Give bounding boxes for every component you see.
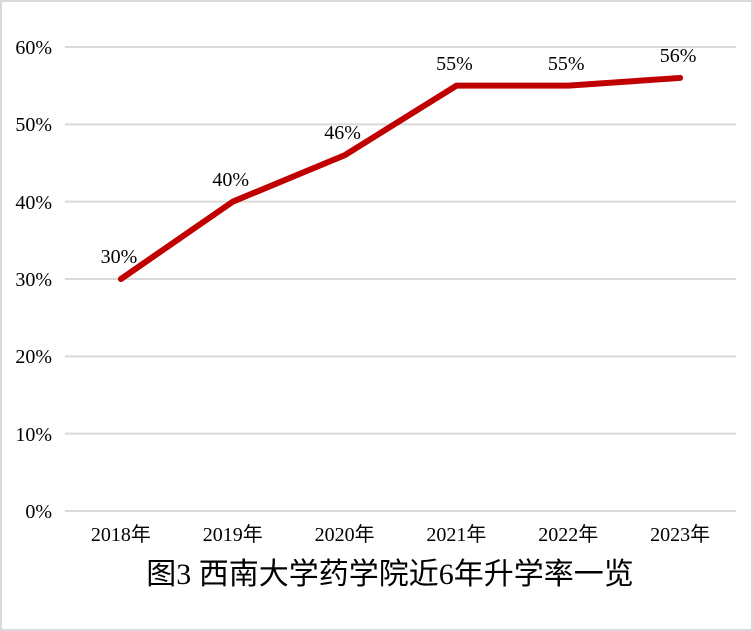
y-tick-label: 10% bbox=[15, 423, 52, 446]
data-label: 40% bbox=[212, 168, 250, 191]
gridlines bbox=[65, 46, 736, 512]
data-label: 55% bbox=[547, 52, 585, 75]
y-tick-label: 30% bbox=[15, 269, 52, 291]
data-label: 55% bbox=[436, 52, 473, 75]
x-tick-label: 2021年 bbox=[426, 524, 487, 546]
trend-line bbox=[117, 74, 684, 282]
y-tick-label: 60% bbox=[15, 37, 52, 59]
y-tick-label: 40% bbox=[15, 191, 52, 214]
y-tick-label: 50% bbox=[15, 114, 52, 137]
x-tick-label: 2019年 bbox=[202, 524, 263, 546]
x-tick-label: 2018年 bbox=[90, 524, 151, 546]
chart-title: 图3 西南大学药学院近6年升学率一览 bbox=[146, 558, 634, 591]
y-tick-label: 20% bbox=[15, 346, 52, 369]
y-tick-label: 0% bbox=[25, 501, 52, 523]
x-tick-label: 2022年 bbox=[538, 524, 599, 546]
data-label: 56% bbox=[659, 44, 697, 67]
x-tick-label: 2020年 bbox=[314, 524, 375, 546]
data-label: 30% bbox=[100, 246, 138, 268]
x-tick-label: 2023年 bbox=[650, 524, 711, 546]
data-label: 46% bbox=[324, 122, 361, 145]
